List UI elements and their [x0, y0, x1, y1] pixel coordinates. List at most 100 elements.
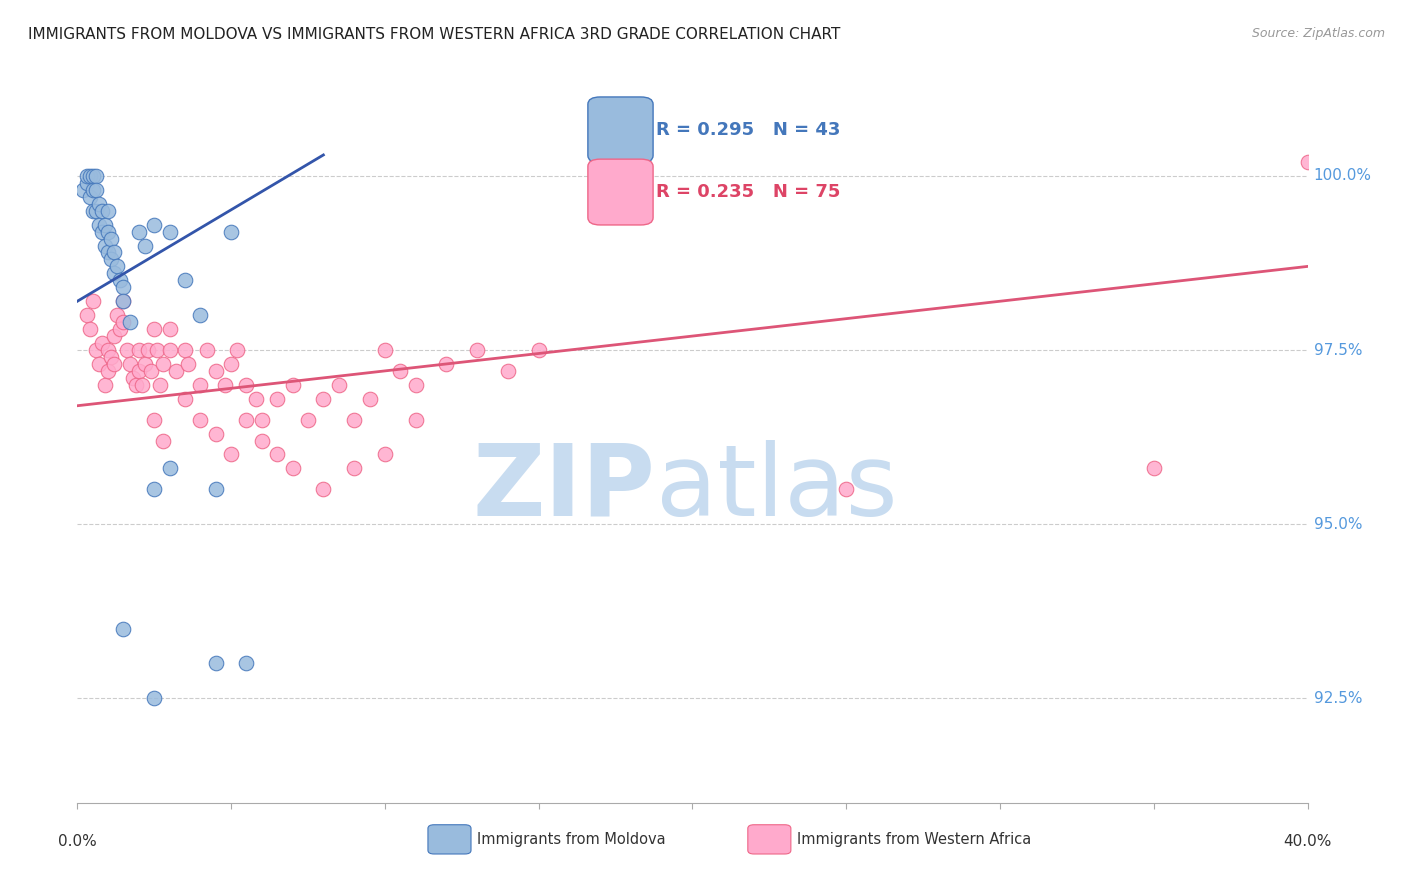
- Point: [82, 169, 104, 183]
- Point: [100, 252, 122, 267]
- Text: 97.5%: 97.5%: [1313, 343, 1362, 358]
- Point: [97, 245, 120, 260]
- Point: [76, 169, 98, 183]
- Point: [219, 225, 242, 239]
- Point: [143, 218, 166, 232]
- Point: [105, 260, 128, 274]
- Point: [94, 238, 117, 252]
- Point: [112, 622, 135, 636]
- Point: [118, 315, 141, 329]
- Point: [159, 461, 181, 475]
- Text: R = 0.235   N = 75: R = 0.235 N = 75: [655, 183, 839, 201]
- Point: [97, 343, 120, 357]
- Point: [72, 183, 94, 197]
- Point: [174, 392, 197, 406]
- Text: Immigrants from Western Africa: Immigrants from Western Africa: [797, 832, 1031, 847]
- Point: [527, 343, 550, 357]
- Point: [82, 203, 104, 218]
- Point: [204, 657, 226, 671]
- Point: [226, 343, 249, 357]
- Point: [84, 183, 107, 197]
- Point: [343, 461, 366, 475]
- Point: [90, 336, 114, 351]
- Point: [312, 392, 335, 406]
- Point: [143, 322, 166, 336]
- Point: [374, 343, 396, 357]
- Point: [1143, 461, 1166, 475]
- Point: [219, 448, 242, 462]
- Point: [159, 225, 181, 239]
- Text: R = 0.295   N = 43: R = 0.295 N = 43: [655, 121, 839, 139]
- Point: [87, 196, 110, 211]
- Point: [188, 412, 212, 426]
- Point: [110, 273, 132, 287]
- FancyBboxPatch shape: [748, 825, 792, 854]
- Point: [134, 238, 156, 252]
- Point: [94, 218, 117, 232]
- Point: [250, 434, 273, 448]
- Point: [134, 357, 156, 371]
- Point: [143, 483, 166, 497]
- Point: [112, 315, 135, 329]
- Point: [359, 392, 381, 406]
- Point: [115, 343, 138, 357]
- Point: [103, 266, 125, 280]
- FancyBboxPatch shape: [427, 825, 471, 854]
- Point: [136, 343, 159, 357]
- Point: [103, 329, 125, 343]
- Point: [79, 322, 101, 336]
- Point: [177, 357, 200, 371]
- Point: [128, 225, 150, 239]
- Point: [131, 377, 153, 392]
- Point: [188, 308, 212, 322]
- Point: [82, 183, 104, 197]
- Point: [100, 350, 122, 364]
- Point: [235, 377, 257, 392]
- Point: [165, 364, 187, 378]
- Point: [84, 203, 107, 218]
- Point: [79, 169, 101, 183]
- FancyBboxPatch shape: [588, 97, 654, 163]
- Point: [125, 377, 148, 392]
- Point: [146, 343, 169, 357]
- Point: [281, 377, 304, 392]
- Point: [128, 343, 150, 357]
- Point: [159, 343, 181, 357]
- Point: [76, 176, 98, 190]
- Point: [97, 225, 120, 239]
- Point: [188, 377, 212, 392]
- Point: [496, 364, 519, 378]
- Point: [250, 412, 273, 426]
- Text: 95.0%: 95.0%: [1313, 516, 1362, 532]
- Point: [343, 412, 366, 426]
- Point: [405, 377, 427, 392]
- Point: [328, 377, 350, 392]
- Point: [204, 364, 226, 378]
- Text: 0.0%: 0.0%: [58, 834, 97, 849]
- Point: [266, 448, 288, 462]
- Point: [835, 483, 858, 497]
- Point: [84, 343, 107, 357]
- Text: Source: ZipAtlas.com: Source: ZipAtlas.com: [1251, 27, 1385, 40]
- Text: atlas: atlas: [655, 440, 897, 537]
- Text: IMMIGRANTS FROM MOLDOVA VS IMMIGRANTS FROM WESTERN AFRICA 3RD GRADE CORRELATION : IMMIGRANTS FROM MOLDOVA VS IMMIGRANTS FR…: [28, 27, 841, 42]
- Point: [297, 412, 319, 426]
- Point: [103, 245, 125, 260]
- Text: Immigrants from Moldova: Immigrants from Moldova: [477, 832, 666, 847]
- Text: 100.0%: 100.0%: [1313, 169, 1372, 184]
- Point: [204, 483, 226, 497]
- Point: [174, 273, 197, 287]
- Point: [374, 448, 396, 462]
- Point: [195, 343, 218, 357]
- Point: [159, 322, 181, 336]
- Point: [152, 434, 174, 448]
- Point: [97, 203, 120, 218]
- Point: [84, 169, 107, 183]
- Point: [204, 426, 226, 441]
- Text: ZIP: ZIP: [472, 440, 655, 537]
- Point: [436, 357, 458, 371]
- FancyBboxPatch shape: [588, 159, 654, 225]
- Point: [110, 322, 132, 336]
- Point: [97, 364, 120, 378]
- Point: [121, 371, 143, 385]
